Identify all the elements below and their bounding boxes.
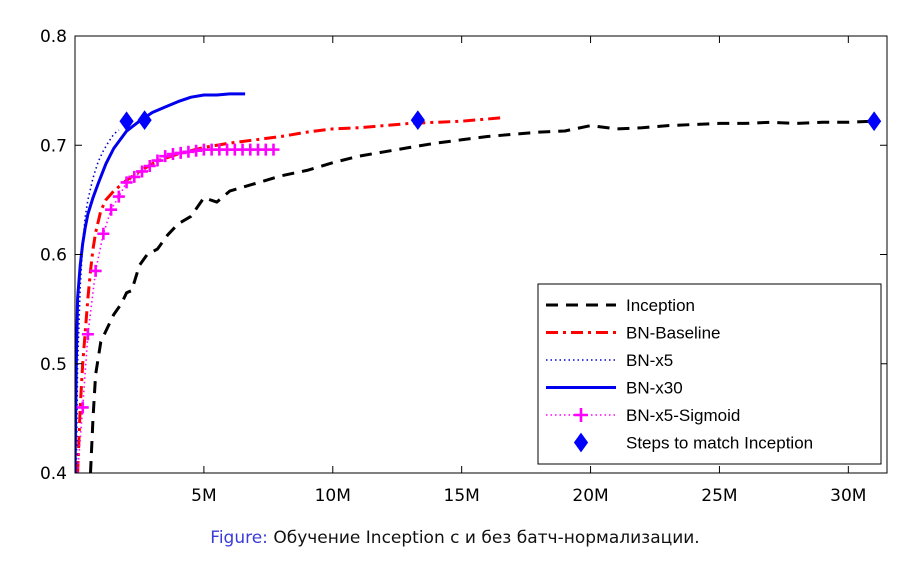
diamond-marker bbox=[137, 110, 152, 130]
x-tick-label: 25M bbox=[701, 486, 737, 506]
y-tick-label: 0.4 bbox=[40, 464, 67, 484]
legend-label-bn-x5: BN-x5 bbox=[626, 351, 673, 370]
figure-caption: Figure: Обучение Inception с и без батч-… bbox=[0, 528, 910, 548]
diamond-marker bbox=[867, 111, 882, 132]
caption-text: Обучение Inception с и без батч-нормализ… bbox=[273, 528, 700, 548]
plus-marker bbox=[89, 264, 102, 277]
plus-marker bbox=[76, 401, 89, 414]
x-tick-label: 20M bbox=[572, 486, 608, 506]
y-tick-label: 0.8 bbox=[40, 27, 67, 47]
y-tick-label: 0.5 bbox=[40, 355, 67, 375]
plus-marker bbox=[112, 190, 125, 203]
plus-marker bbox=[143, 160, 156, 173]
plus-marker bbox=[97, 227, 110, 240]
series-bn-x5-sigmoid bbox=[76, 143, 280, 473]
training-chart: 5M 10M 15M 20M 25M 30M 0.4 0.5 0.6 0.7 0.8 Incepti… bbox=[40, 27, 888, 506]
y-tick-label: 0.7 bbox=[40, 136, 67, 156]
series-steps-to-match-inception bbox=[119, 110, 882, 132]
plus-marker bbox=[128, 170, 141, 183]
series-bn-x5 bbox=[75, 129, 120, 473]
y-tick-label: 0.6 bbox=[40, 246, 67, 266]
series-line-inception bbox=[89, 119, 875, 473]
series-bn-baseline bbox=[76, 116, 501, 473]
legend-box bbox=[537, 283, 882, 465]
plus-marker bbox=[159, 150, 172, 163]
legend-label-bn-baseline: BN-Baseline bbox=[626, 324, 721, 343]
x-tick-label: 15M bbox=[444, 486, 480, 506]
diamond-marker bbox=[119, 111, 134, 132]
series-layer bbox=[75, 92, 882, 473]
diamond-marker bbox=[410, 110, 425, 130]
caption-prefix: Figure: bbox=[210, 528, 268, 548]
legend: Inception BN-Baseline BN-x5 BN-x30 BN-x5-Sig… bbox=[537, 283, 882, 465]
plus-marker bbox=[136, 165, 149, 178]
x-tick-label: 5M bbox=[191, 486, 216, 506]
series-line-bn-x5 bbox=[75, 129, 120, 473]
series-inception bbox=[89, 119, 875, 473]
series-line-bn-baseline bbox=[76, 116, 501, 473]
legend-label-bn-x5-sigmoid: BN-x5-Sigmoid bbox=[626, 406, 740, 425]
legend-label-steps-to-match-inception: Steps to match Inception bbox=[626, 434, 813, 453]
plus-marker bbox=[267, 143, 280, 156]
x-tick-label: 30M bbox=[830, 486, 866, 506]
legend-plus-marker bbox=[574, 408, 588, 422]
legend-label-inception: Inception bbox=[626, 296, 695, 315]
series-bn-x30 bbox=[75, 92, 246, 473]
plus-marker bbox=[151, 154, 164, 167]
axis-ticks: 5M 10M 15M 20M 25M 30M 0.4 0.5 0.6 0.7 0.8 bbox=[40, 27, 887, 506]
series-line-bn-x30 bbox=[75, 92, 246, 473]
legend-swatch-steps-to-match-inception bbox=[573, 432, 589, 453]
plus-marker bbox=[81, 328, 94, 341]
plus-marker bbox=[105, 203, 118, 216]
plus-marker bbox=[120, 176, 133, 189]
x-tick-label: 10M bbox=[315, 486, 351, 506]
legend-label-bn-x30: BN-x30 bbox=[626, 379, 683, 398]
